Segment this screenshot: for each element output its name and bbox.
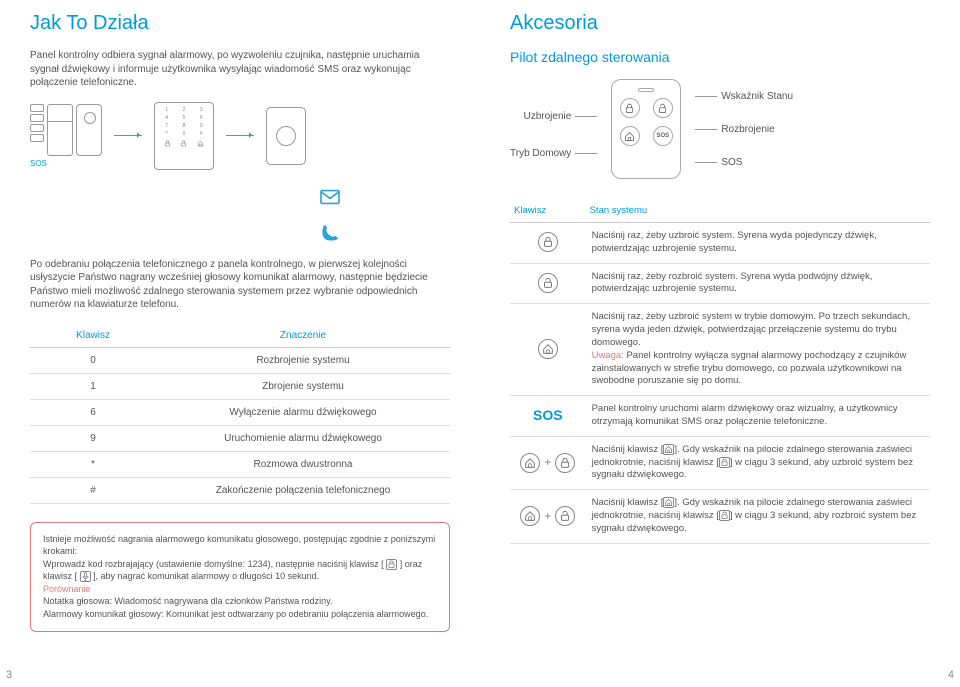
key-table: Klawisz Znaczenie 0Rozbrojenie systemu1Z… <box>30 324 450 504</box>
table-row: Naciśnij raz, żeby uzbroić system. Syren… <box>510 223 930 264</box>
lock-icon <box>386 559 397 570</box>
lock-icon <box>719 457 730 468</box>
table-row: *Rozmowa dwustronna <box>30 451 450 477</box>
right-title: Akcesoria <box>510 12 930 35</box>
table-row: SOSPanel kontrolny uruchomi alarm dźwięk… <box>510 396 930 437</box>
col-key: Klawisz <box>30 324 156 348</box>
siren-icon <box>266 107 306 165</box>
remote-control-icon: SOS <box>611 79 681 179</box>
table-row: Naciśnij raz, żeby rozbroić system. Syre… <box>510 263 930 304</box>
table-row: 0Rozbrojenie systemu <box>30 347 450 373</box>
table-row: +Naciśnij klawisz []. Gdy wskaźnik na pi… <box>510 490 930 543</box>
home-icon <box>520 453 540 473</box>
phone-icon <box>319 222 341 244</box>
remote-arm-button <box>620 98 640 118</box>
table-row: #Zakończenie połączenia telefonicznego <box>30 477 450 503</box>
phone-description: Po odebraniu połączenia telefonicznego z… <box>30 258 450 312</box>
unlock-icon <box>555 506 575 526</box>
remote-disarm-button <box>653 98 673 118</box>
keypad-icon: 123 456 789 *0# <box>154 102 214 170</box>
right-page: Akcesoria Pilot zdalnego sterowania Uzbr… <box>480 0 960 687</box>
sos-icon: SOS <box>533 407 563 423</box>
system-diagram: SOS 123 456 789 *0# <box>30 102 450 170</box>
page-number: 3 <box>6 669 12 681</box>
label-status: Wskaźnik Stanu <box>721 91 793 102</box>
sos-label: SOS <box>30 159 47 168</box>
col-key: Klawisz <box>510 199 586 223</box>
table-row: 9Uruchomienie alarmu dźwiękowego <box>30 425 450 451</box>
remote-diagram: Uzbrojenie Tryb Domowy SOS Wskaźnik Stan… <box>510 79 930 179</box>
home-icon <box>538 339 558 359</box>
table-row: 6Wyłączenie alarmu dźwiękowego <box>30 399 450 425</box>
label-home: Tryb Domowy <box>510 148 571 159</box>
lock-icon <box>538 232 558 252</box>
table-row: 1Zbrojenie systemu <box>30 373 450 399</box>
mic-icon <box>80 571 91 582</box>
arrow-icon <box>114 135 142 136</box>
unlock-icon <box>719 510 730 521</box>
lock-icon <box>555 453 575 473</box>
unlock-icon <box>538 273 558 293</box>
left-intro: Panel kontrolny odbiera sygnał alarmowy,… <box>30 49 450 90</box>
label-disarm: Rozbrojenie <box>721 124 774 135</box>
left-title: Jak To Działa <box>30 12 450 35</box>
label-arm: Uzbrojenie <box>524 111 572 122</box>
home-icon <box>663 497 674 508</box>
subtitle: Pilot zdalnego sterowania <box>510 49 930 65</box>
col-meaning: Znaczenie <box>156 324 450 348</box>
status-led-icon <box>638 88 654 92</box>
pir-sensor-icon <box>76 104 102 156</box>
remote-home-button <box>620 126 640 146</box>
table-row: Naciśnij raz, żeby uzbroić system w tryb… <box>510 304 930 396</box>
voice-note-box: Istnieje możliwość nagrania alarmowego k… <box>30 522 450 632</box>
col-status: Stan systemu <box>586 199 930 223</box>
mail-icon <box>319 188 341 206</box>
status-table: Klawisz Stan systemu Naciśnij raz, żeby … <box>510 199 930 544</box>
page-number: 4 <box>948 669 954 681</box>
arrow-icon <box>226 135 254 136</box>
table-row: +Naciśnij klawisz []. Gdy wskaźnik na pi… <box>510 436 930 489</box>
compare-label: Porównanie <box>43 583 437 596</box>
home-icon <box>663 444 674 455</box>
remote-sos-button: SOS <box>653 126 673 146</box>
label-sos: SOS <box>721 157 742 168</box>
home-icon <box>520 506 540 526</box>
left-page: Jak To Działa Panel kontrolny odbiera sy… <box>0 0 480 687</box>
